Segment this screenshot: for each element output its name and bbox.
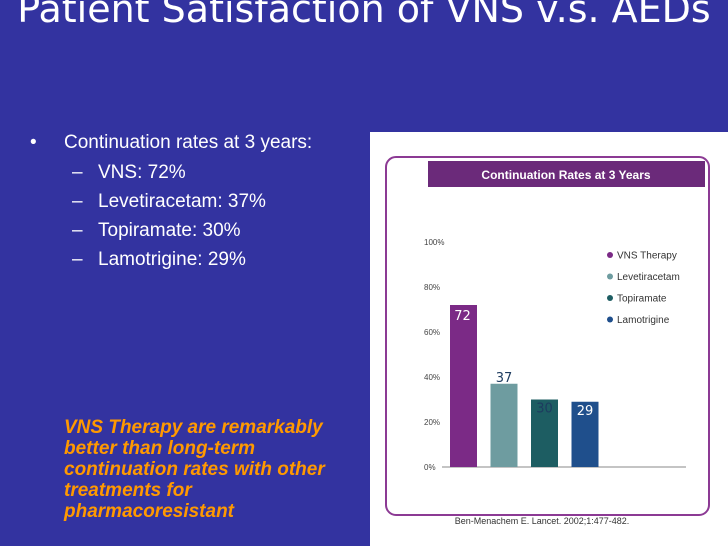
y-tick-label: 40% — [424, 373, 440, 382]
y-tick-label: 80% — [424, 283, 440, 292]
dash-icon: – — [72, 191, 83, 212]
legend-label: Topiramate — [617, 294, 667, 305]
bar — [450, 305, 477, 467]
conclusion-note: VNS Therapy are remarkably better than l… — [64, 417, 325, 522]
bar-data-label: 30 — [536, 402, 553, 417]
dash-icon: – — [72, 249, 83, 270]
bar — [571, 401, 599, 467]
bullet-list: • Continuation rates at 3 years: – VNS: 7… — [30, 132, 360, 274]
bar — [490, 383, 518, 467]
chart-source: Ben-Menachem E. Lancet. 2002;1:477-482. — [455, 516, 630, 526]
bullet-dot-icon: • — [30, 132, 37, 153]
legend-label: Levetiracetam — [617, 272, 680, 283]
legend-marker — [607, 273, 613, 280]
bar — [531, 399, 558, 467]
chart-title-band — [428, 161, 705, 187]
sub-bullet-text: VNS: 72% — [98, 162, 186, 183]
y-tick-label: 60% — [424, 328, 440, 337]
legend: VNS Therapy Levetiracetam Topiramate Lamotr… — [607, 251, 680, 326]
legend-marker — [607, 316, 613, 323]
bar-data-label: 29 — [577, 404, 594, 419]
legend-label: Lamotrigine — [617, 315, 670, 326]
continuation-rates-chart: Continuation Rates at 3 Years 0% 20% 40% 60… — [385, 156, 710, 526]
sub-bullet-text: Levetiracetam: 37% — [98, 191, 266, 212]
dash-icon: – — [72, 162, 83, 183]
sub-bullet-lamotrigine: – Lamotrigine: 29% — [72, 245, 360, 274]
slide-title: Patient Satisfaction of VNS v.s. AEDs — [17, 0, 711, 31]
chart-title: Continuation Rates at 3 Years — [481, 168, 650, 182]
sub-bullet-text: Lamotrigine: 29% — [98, 249, 246, 270]
bar-group: 72 37 30 29 — [450, 305, 599, 467]
y-tick-label: 20% — [424, 418, 440, 427]
y-tick-label: 0% — [424, 463, 436, 472]
legend-marker — [607, 252, 613, 258]
bar-data-label: 72 — [454, 309, 471, 324]
y-tick-label: 100% — [424, 238, 444, 247]
bar-data-label: 37 — [496, 371, 513, 386]
sub-bullet-levetiracetam: – Levetiracetam: 37% — [72, 187, 360, 216]
sub-bullet-vns: – VNS: 72% — [72, 158, 360, 187]
gridlines: 0% 20% 40% 60% 80% 100% — [424, 238, 686, 472]
sub-bullet-topiramate: – Topiramate: 30% — [72, 216, 360, 245]
dash-icon: – — [72, 220, 83, 241]
bullet-text: Continuation rates at 3 years: — [64, 132, 313, 153]
chart-figure: Continuation Rates at 3 Years 0% 20% 40% 60… — [370, 132, 728, 546]
legend-label: VNS Therapy — [617, 251, 677, 262]
sub-bullet-text: Topiramate: 30% — [98, 220, 241, 241]
bullet-continuation: • Continuation rates at 3 years: — [30, 132, 360, 154]
legend-marker — [607, 295, 613, 301]
sub-bullet-list: – VNS: 72% – Levetiracetam: 37% – Topiramat… — [72, 158, 360, 274]
